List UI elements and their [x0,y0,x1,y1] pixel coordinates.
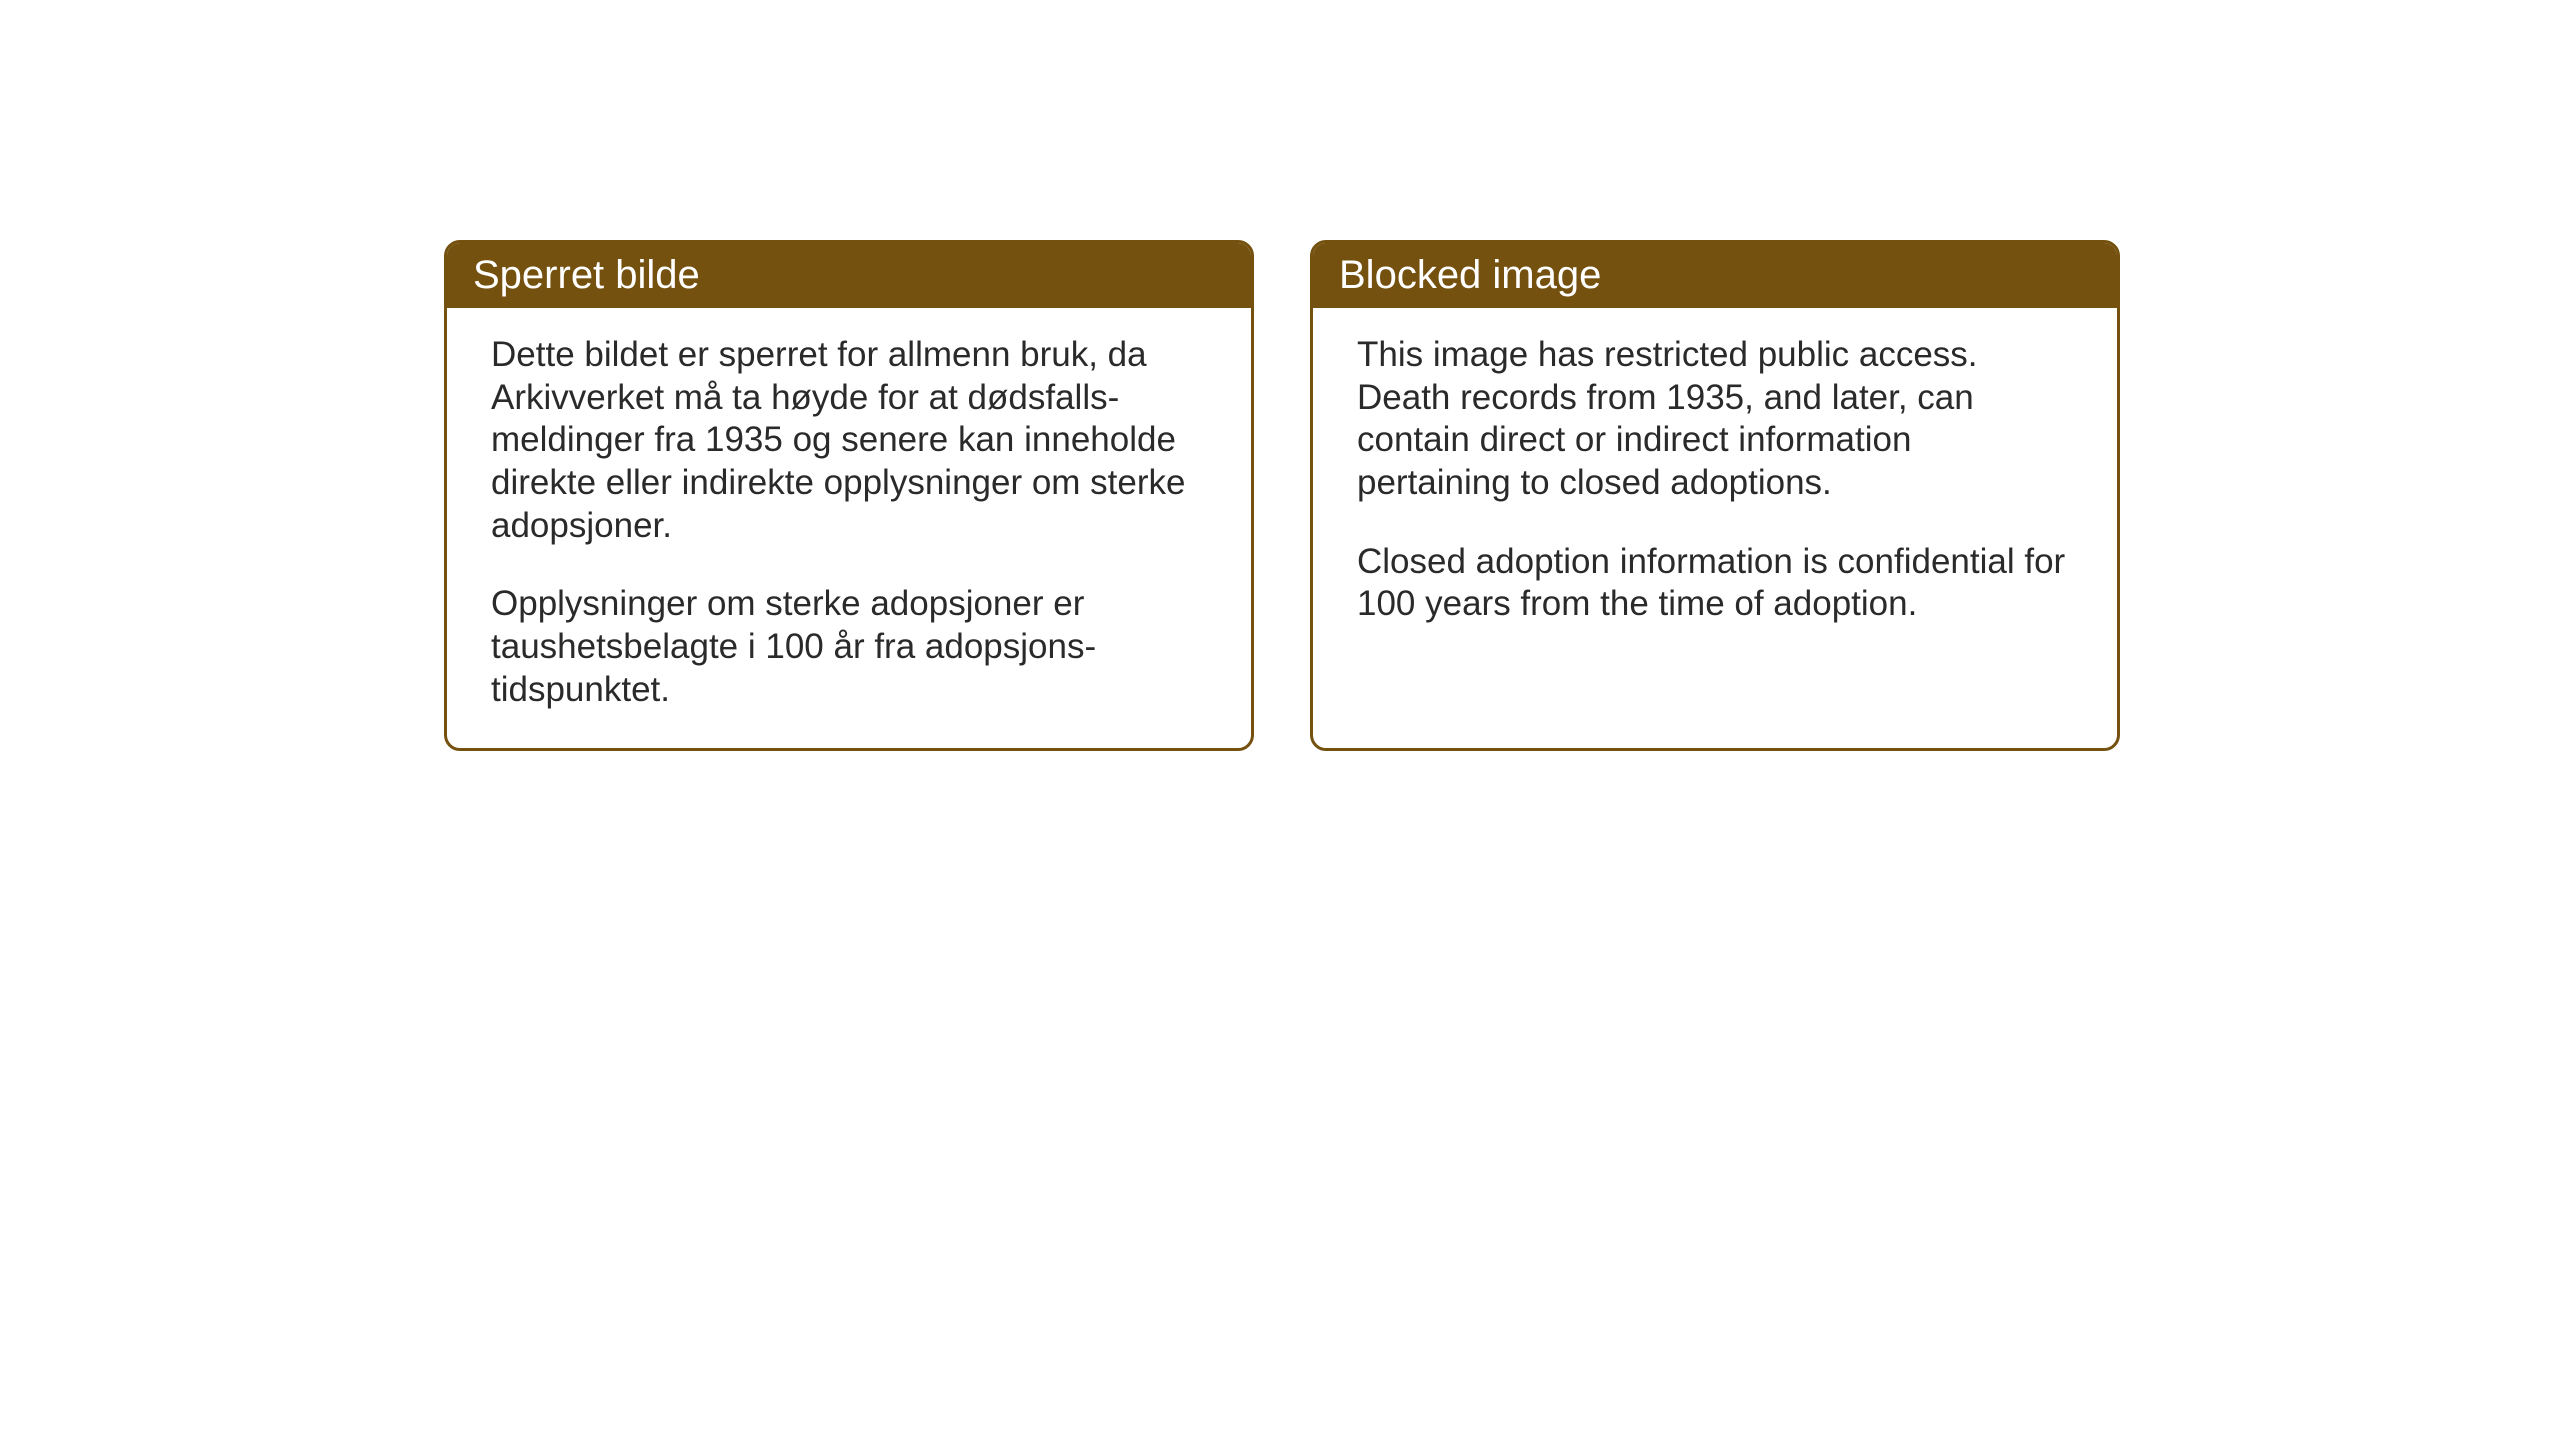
notification-panel-norwegian: Sperret bilde Dette bildet er sperret fo… [444,240,1254,751]
notification-panels-container: Sperret bilde Dette bildet er sperret fo… [444,240,2120,751]
panel-paragraph-1: This image has restricted public access.… [1357,334,2073,505]
panel-header: Blocked image [1313,243,2117,308]
panel-header: Sperret bilde [447,243,1251,308]
panel-body: This image has restricted public access.… [1313,308,2117,662]
panel-body: Dette bildet er sperret for allmenn bruk… [447,308,1251,748]
panel-paragraph-2: Closed adoption information is confident… [1357,541,2073,626]
panel-paragraph-1: Dette bildet er sperret for allmenn bruk… [491,334,1207,547]
panel-paragraph-2: Opplysninger om sterke adopsjoner er tau… [491,583,1207,711]
notification-panel-english: Blocked image This image has restricted … [1310,240,2120,751]
